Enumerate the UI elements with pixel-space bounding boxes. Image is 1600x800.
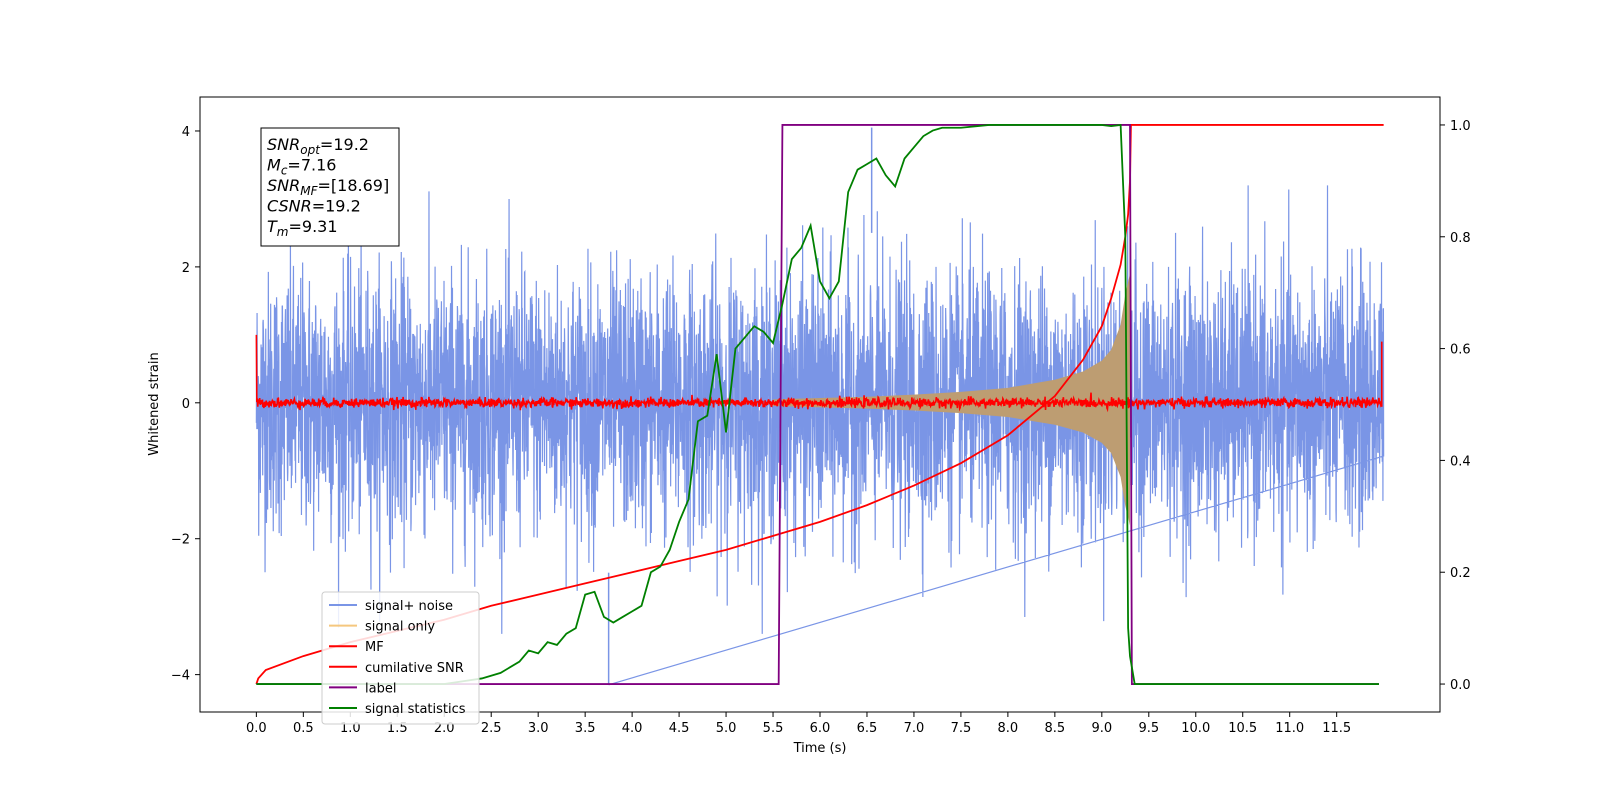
y2-tick-label: 1.0 bbox=[1450, 119, 1471, 134]
x-tick-label: 9.5 bbox=[1138, 721, 1159, 736]
stats-line: Tm=9.31 bbox=[267, 217, 338, 239]
y-tick-label: −2 bbox=[171, 533, 190, 548]
x-tick-label: 10.0 bbox=[1181, 721, 1210, 736]
series-signal-only-envelope bbox=[773, 273, 1130, 526]
legend-label: label bbox=[365, 681, 396, 696]
x-tick-label: 7.0 bbox=[904, 721, 925, 736]
y-tick-label: 2 bbox=[182, 261, 190, 276]
x-tick-label: 11.5 bbox=[1322, 721, 1351, 736]
y-tick-label: −4 bbox=[171, 669, 190, 684]
legend-label: signal+ noise bbox=[365, 599, 453, 614]
stats-box-frame bbox=[260, 127, 400, 247]
y-tick-label: 4 bbox=[182, 125, 190, 140]
x-tick-label: 6.0 bbox=[810, 721, 831, 736]
x-tick-label: 10.5 bbox=[1228, 721, 1257, 736]
x-tick-label: 3.5 bbox=[575, 721, 596, 736]
x-axis: 0.0 0.5 1.0 1.5 2.0 2.5 3.0 3.5 4.0 4.5 5.0 5.5 6.0 6… bbox=[246, 712, 1351, 736]
x-tick-label: 7.5 bbox=[951, 721, 972, 736]
stats-line: SNRMF=[18.69] bbox=[267, 176, 389, 198]
stats-annotation-box: SNRopt=19.2Mc=7.16SNRMF=[18.69]CSNR=19.2… bbox=[260, 127, 400, 247]
x-tick-label: 8.0 bbox=[998, 721, 1019, 736]
x-tick-label: 2.5 bbox=[481, 721, 502, 736]
series-signal-statistics-line bbox=[256, 123, 1379, 685]
y2-tick-label: 0.2 bbox=[1450, 566, 1471, 581]
legend-label: signal statistics bbox=[365, 702, 466, 717]
y-axis-title: Whitened strain bbox=[147, 352, 162, 455]
x-tick-label: 0.5 bbox=[293, 721, 314, 736]
x-tick-label: 4.0 bbox=[622, 721, 643, 736]
x-tick-label: 4.5 bbox=[669, 721, 690, 736]
y2-tick-label: 0.6 bbox=[1450, 343, 1471, 358]
y-axis-left: −4 −2 0 2 4 bbox=[171, 125, 200, 684]
x-tick-label: 6.5 bbox=[857, 721, 878, 736]
y2-tick-label: 0.0 bbox=[1450, 678, 1471, 693]
y-axis-right: 0.0 0.2 0.4 0.6 0.8 1.0 bbox=[1440, 119, 1471, 693]
x-tick-label: 1.0 bbox=[340, 721, 361, 736]
y2-tick-label: 0.4 bbox=[1450, 454, 1471, 469]
legend-label: signal only bbox=[365, 620, 435, 635]
stats-line: SNRopt=19.2 bbox=[267, 135, 369, 157]
x-tick-label: 0.0 bbox=[246, 721, 267, 736]
x-tick-label: 11.0 bbox=[1275, 721, 1304, 736]
stats-line: Mc=7.16 bbox=[267, 156, 336, 178]
x-tick-label: 3.0 bbox=[528, 721, 549, 736]
legend-frame bbox=[321, 591, 480, 725]
x-tick-label: 5.0 bbox=[716, 721, 737, 736]
legend: signal+ noise signal only MF cumilative SNR… bbox=[321, 591, 480, 725]
y-tick-label: 0 bbox=[182, 397, 190, 412]
stats-line: CSNR=19.2 bbox=[267, 197, 361, 216]
legend-label: cumilative SNR bbox=[365, 661, 464, 676]
x-axis-title: Time (s) bbox=[793, 741, 847, 756]
x-tick-label: 1.5 bbox=[387, 721, 408, 736]
series-signal-noise-line bbox=[255, 185, 1385, 686]
x-tick-label: 8.5 bbox=[1045, 721, 1066, 736]
x-tick-label: 5.5 bbox=[763, 721, 784, 736]
series-mf-line bbox=[255, 334, 1383, 413]
x-tick-label: 2.0 bbox=[434, 721, 455, 736]
x-tick-label: 9.0 bbox=[1091, 721, 1112, 736]
legend-label: MF bbox=[365, 640, 384, 655]
y2-tick-label: 0.8 bbox=[1450, 231, 1471, 246]
